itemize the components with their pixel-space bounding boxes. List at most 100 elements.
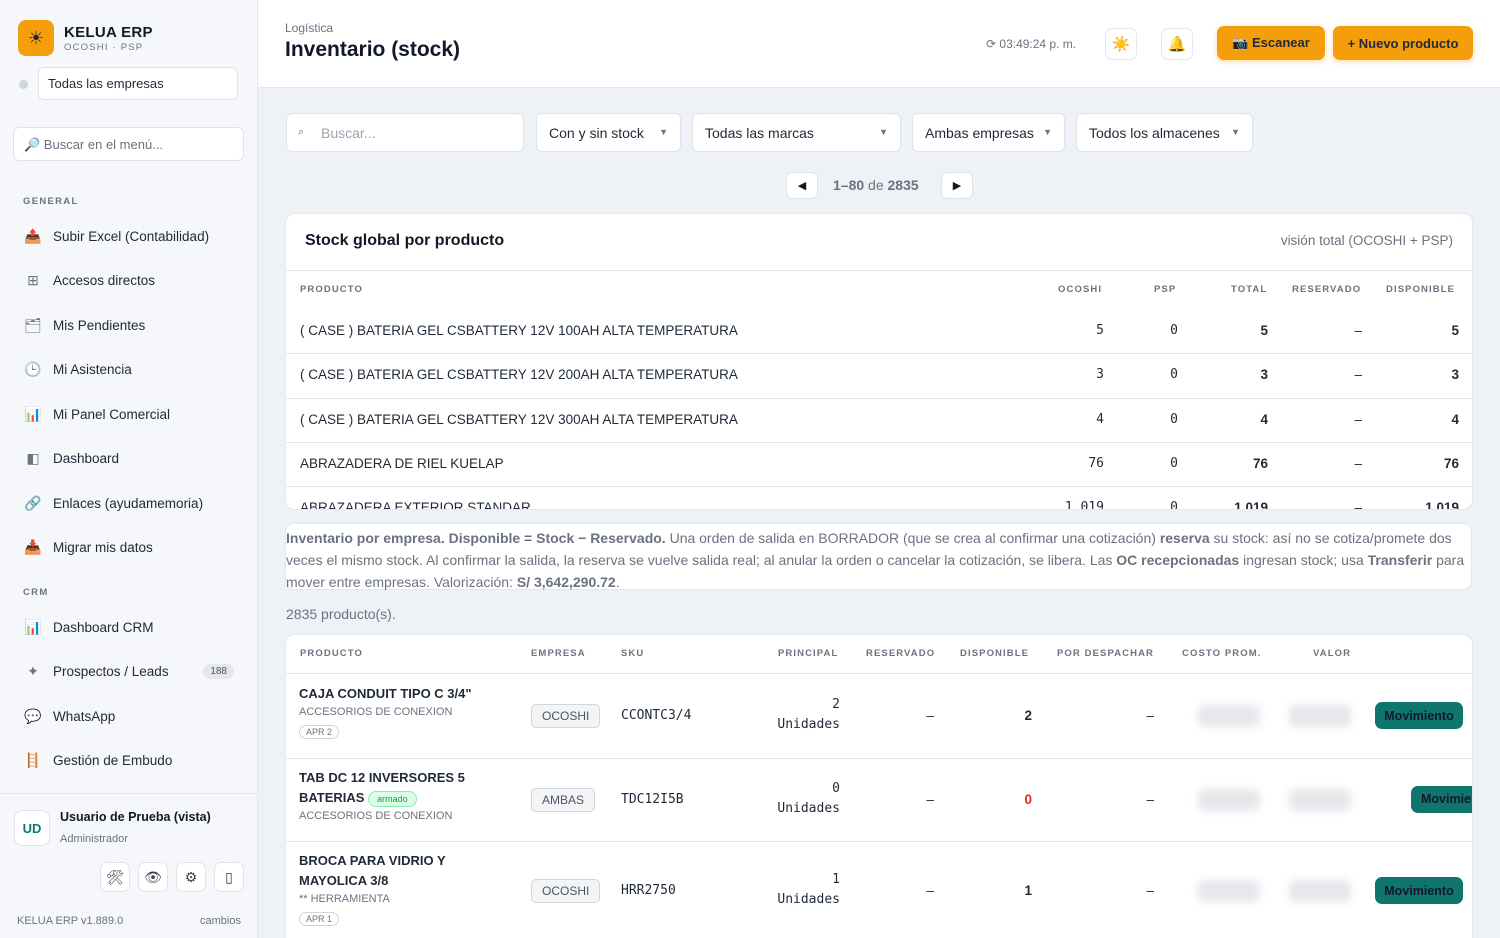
folder-icon: 🗂	[24, 316, 42, 333]
global-stock-card: Stock global por producto visión total (…	[285, 213, 1473, 510]
search-input[interactable]: ⌕ Buscar...	[286, 113, 524, 152]
col-header-company[interactable]: EMPRESA	[531, 648, 586, 659]
col-header-available[interactable]: DISPONIBLE	[1386, 284, 1456, 295]
sku: CCONTC3/4	[621, 708, 692, 723]
col-header-principal[interactable]: PRINCIPAL	[778, 648, 839, 659]
upload-icon: 📤	[24, 227, 42, 244]
ocoshi-qty: 4	[1096, 411, 1104, 427]
product-category: ACCESORIOS DE CONEXION	[299, 706, 453, 718]
product-name[interactable]: ( CASE ) BATERIA GEL CSBATTERY 12V 100AH…	[300, 323, 738, 338]
blurred-value	[1289, 788, 1351, 811]
product-name-line2[interactable]: BATERIAS armado	[299, 790, 417, 807]
sidebar-item-dashboard-crm[interactable]: 📊 Dashboard CRM	[22, 612, 238, 642]
product-name[interactable]: ( CASE ) BATERIA GEL CSBATTERY 12V 200AH…	[300, 367, 738, 383]
breadcrumb[interactable]: Logística	[285, 21, 334, 35]
chart-icon: 📊	[24, 405, 42, 422]
product-name[interactable]: CAJA CONDUIT TIPO C 3/4"	[299, 686, 472, 701]
chart-icon: 📊	[24, 618, 42, 635]
sidebar-item-accesos-directos[interactable]: ⊞ Accesos directos	[22, 266, 238, 296]
product-name[interactable]: ABRAZADERA DE RIEL KUELAP	[300, 455, 504, 471]
col-header-sku[interactable]: SKU	[621, 648, 645, 659]
theme-toggle-sun-icon[interactable]: ☀️	[1105, 28, 1137, 60]
total-qty: 4	[1260, 411, 1268, 427]
col-header-product[interactable]: PRODUCTO	[300, 648, 363, 659]
brand-filter-select[interactable]: Todas las marcas ▼	[692, 113, 901, 152]
col-header-reserved[interactable]: RESERVADO	[866, 648, 936, 659]
col-header-ocoshi[interactable]: OCOSHI	[1058, 284, 1103, 295]
product-category: ACCESORIOS DE CONEXION	[299, 810, 453, 822]
product-name[interactable]: ABRAZADERA EXTERIOR STANDAR	[300, 500, 531, 510]
row-divider	[286, 486, 1472, 488]
psp-qty: 0	[1170, 323, 1178, 338]
sidebar-item-mi-asistencia[interactable]: 🕒 Mi Asistencia	[22, 355, 238, 385]
warehouse-filter-select[interactable]: Todos los almacenes ▼	[1076, 113, 1253, 152]
stock-filter-select[interactable]: Con y sin stock ▼	[536, 113, 681, 152]
to-dispatch-qty: –	[1146, 708, 1154, 723]
sidebar-item-label: Migrar mis datos	[53, 540, 153, 555]
company-badge: AMBAS	[531, 787, 596, 812]
sidebar-item-mis-pendientes[interactable]: 🗂 Mis Pendientes	[22, 310, 238, 340]
total-qty: 76	[1252, 455, 1268, 471]
movement-button[interactable]: Movimiento	[1375, 877, 1463, 904]
product-name[interactable]: BROCA PARA VIDRIO Y	[299, 853, 446, 868]
blurred-avg-cost	[1198, 788, 1260, 811]
company-select[interactable]: Todas las empresas	[38, 67, 238, 100]
col-header-avg-cost[interactable]: COSTO PROM.	[1182, 648, 1262, 659]
sidebar-item-subir-excel-contabilidad[interactable]: 📤 Subir Excel (Contabilidad)	[22, 221, 238, 251]
sidebar-item-dashboard[interactable]: ◧ Dashboard	[22, 444, 238, 474]
sidebar-item-whatsapp[interactable]: 💬 WhatsApp	[22, 701, 238, 731]
col-header-available[interactable]: DISPONIBLE	[960, 648, 1030, 659]
sidebar-item-prospectos-leads[interactable]: ✦ Prospectos / Leads 188	[22, 657, 238, 687]
to-dispatch-qty: –	[1146, 883, 1154, 898]
movement-button[interactable]: Movimiento	[1375, 702, 1463, 729]
chevron-down-icon: ▼	[1043, 127, 1052, 137]
movement-button[interactable]: Movimie	[1411, 785, 1472, 813]
scan-button[interactable]: 📷 Escanear	[1217, 26, 1325, 60]
col-header-to-dispatch[interactable]: POR DESPACHAR	[1057, 648, 1154, 659]
bell-icon[interactable]: 🔔	[1161, 28, 1193, 60]
prev-page-button[interactable]: ◀	[786, 172, 818, 199]
status-dot-icon	[19, 80, 28, 89]
eye-icon[interactable]: 👁	[138, 862, 168, 892]
sidebar-item-label: Subir Excel (Contabilidad)	[53, 228, 210, 244]
row-divider	[286, 841, 1472, 842]
sku: TDC12I5B	[621, 791, 684, 807]
mobile-icon[interactable]: ▯	[214, 862, 244, 892]
available-qty: 4	[1451, 411, 1459, 427]
brand[interactable]: ☀ KELUA ERP OCOSHI · PSP	[18, 20, 153, 56]
changes-link[interactable]: cambios	[200, 915, 241, 927]
menu-search-input[interactable]: 🔎 Buscar en el menú...	[13, 127, 244, 161]
reserved-qty: –	[926, 883, 934, 898]
product-name[interactable]: ( CASE ) BATERIA GEL CSBATTERY 12V 300AH…	[300, 411, 738, 427]
bin-location-badge: APR 1	[299, 912, 340, 926]
assembled-badge: armado	[368, 790, 417, 807]
product-name[interactable]: TAB DC 12 INVERSORES 5	[299, 770, 465, 785]
reserved-qty: –	[1354, 411, 1362, 427]
company-filter-select[interactable]: Ambas empresas ▼	[912, 113, 1065, 152]
company-badge: OCOSHI	[531, 879, 601, 903]
sidebar-item-gestion-de-embudo[interactable]: 🪜 Gestión de Embudo	[22, 746, 238, 776]
sidebar-item-enlaces-ayudamemoria[interactable]: 🔗 Enlaces (ayudamemoria)	[22, 488, 238, 518]
col-header-reserved[interactable]: RESERVADO	[1292, 284, 1362, 295]
blurred-value	[1289, 880, 1351, 902]
col-header-psp[interactable]: PSP	[1154, 284, 1177, 295]
available-qty: 5	[1451, 323, 1459, 338]
sidebar: ☀ KELUA ERP OCOSHI · PSP Todas las empre…	[0, 0, 258, 938]
avatar[interactable]: UD	[14, 810, 50, 846]
psp-qty: 0	[1170, 367, 1178, 383]
reserved-qty: –	[926, 708, 934, 723]
sidebar-item-mi-panel-comercial[interactable]: 📊 Mi Panel Comercial	[22, 399, 238, 429]
sidebar-item-label: Dashboard CRM	[53, 619, 154, 635]
tools-icon[interactable]: 🛠	[100, 862, 130, 892]
principal-qty: 0	[832, 780, 840, 796]
clock-icon: 🕒	[24, 361, 42, 377]
sidebar-item-migrar-mis-datos[interactable]: 📥 Migrar mis datos	[22, 533, 238, 563]
ocoshi-qty: 5	[1096, 323, 1104, 338]
gear-icon[interactable]: ⚙	[176, 862, 206, 892]
product-name-line2[interactable]: MAYOLICA 3/8	[299, 873, 388, 888]
col-header-product[interactable]: PRODUCTO	[300, 284, 363, 295]
new-product-button[interactable]: + Nuevo producto	[1333, 26, 1473, 60]
col-header-value[interactable]: VALOR	[1313, 648, 1352, 659]
col-header-total[interactable]: TOTAL	[1231, 284, 1268, 295]
next-page-button[interactable]: ▶	[941, 172, 973, 199]
